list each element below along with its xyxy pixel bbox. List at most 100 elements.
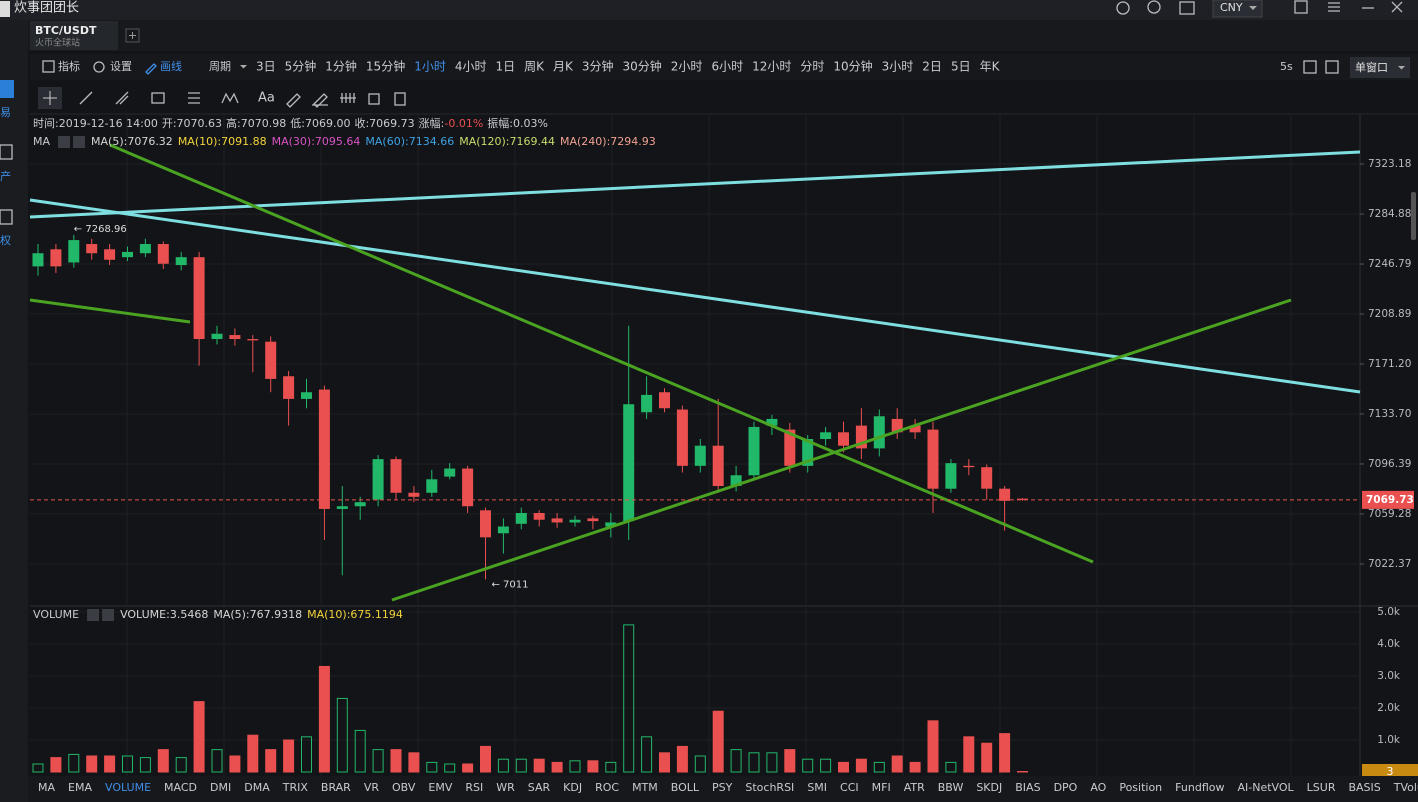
period-option[interactable]: 12小时 <box>752 60 791 74</box>
indicator-tab[interactable]: StochRSI <box>745 781 794 794</box>
period-option[interactable]: 月K <box>553 60 574 74</box>
legend-button[interactable] <box>58 136 71 148</box>
brush-tool[interactable] <box>312 93 328 108</box>
period-option[interactable]: 1分钟 <box>325 59 357 74</box>
period-option[interactable]: 10分钟 <box>833 59 872 74</box>
indicator-tab[interactable]: VOLUME <box>105 781 151 794</box>
period-option[interactable]: 3小时 <box>882 60 914 74</box>
legend-button[interactable] <box>102 609 115 621</box>
indicator-tab[interactable]: MACD <box>164 781 197 794</box>
period-option[interactable]: 1日 <box>495 60 515 74</box>
sidebar-icon[interactable] <box>0 144 13 160</box>
period-option[interactable]: 2日 <box>922 60 942 74</box>
candle-body <box>963 465 975 468</box>
bell-icon[interactable] <box>1116 1 1130 15</box>
indicator-tab[interactable]: WR <box>496 781 515 794</box>
marks <box>32 234 1028 773</box>
period-option[interactable]: 分时 <box>800 60 824 74</box>
indicator-tab[interactable]: SKDJ <box>976 781 1002 794</box>
volume-bar <box>766 752 778 773</box>
indicator-tab[interactable]: TRIX <box>282 781 309 794</box>
period-option[interactable]: 1小时 <box>414 60 446 74</box>
symbol: BTC/USDT <box>35 24 97 37</box>
period-option[interactable]: 年K <box>980 60 1001 74</box>
shirt-icon[interactable] <box>1179 1 1195 15</box>
indicator-tab[interactable]: TVolume <box>1393 781 1418 794</box>
period-option[interactable]: 30分钟 <box>623 59 662 74</box>
draw-button[interactable]: 画线 <box>160 59 182 73</box>
search-icon[interactable] <box>1147 0 1161 14</box>
scrollbar[interactable] <box>1411 192 1416 240</box>
indicator-tab[interactable]: BBW <box>938 781 964 794</box>
indicator-tab[interactable]: BOLL <box>671 781 700 794</box>
settings-button[interactable]: 设置 <box>110 60 132 73</box>
period-option[interactable]: 3日 <box>256 60 276 74</box>
indicator-tab[interactable]: MTM <box>632 781 658 794</box>
wave-tool[interactable] <box>221 92 239 104</box>
refresh-rate[interactable]: 5s <box>1280 60 1293 73</box>
fib-tool[interactable] <box>188 92 200 104</box>
popout-icon[interactable] <box>1325 60 1339 74</box>
indicator-tab[interactable]: DPO <box>1054 781 1078 794</box>
menu-icon[interactable] <box>1328 2 1340 12</box>
delete-tool[interactable] <box>394 92 406 106</box>
period-option[interactable]: 4小时 <box>455 60 487 74</box>
currency-select[interactable] <box>1212 0 1263 18</box>
add-tab[interactable] <box>125 28 140 43</box>
volume-bar <box>641 736 653 773</box>
period-option[interactable]: 5日 <box>951 60 971 74</box>
indicator-tab[interactable]: CCI <box>840 781 859 794</box>
indicator-tab[interactable]: RSI <box>465 781 483 794</box>
indicator-tab[interactable]: MA <box>38 781 55 794</box>
indicator-tab[interactable]: EMA <box>68 781 92 794</box>
indicator-tab[interactable]: DMI <box>210 781 231 794</box>
ruler-tool[interactable] <box>340 93 356 103</box>
indicators-button[interactable]: 指标 <box>58 59 80 73</box>
indicator-tab[interactable]: AI-NetVOL <box>1237 781 1294 794</box>
y-tick-label: 3.0k <box>1377 670 1401 682</box>
indicator-tab[interactable]: VR <box>364 781 380 794</box>
line-tool[interactable] <box>79 91 93 105</box>
period-button[interactable]: 周期 <box>209 60 231 73</box>
indicator-tab[interactable]: LSUR <box>1307 781 1336 794</box>
indicator-tab[interactable]: ROC <box>595 781 619 794</box>
legend-button[interactable] <box>87 609 100 621</box>
text-tool-icon[interactable]: Aa <box>258 91 275 106</box>
indicator-tab[interactable]: DMA <box>244 781 270 794</box>
close-icon[interactable] <box>1391 1 1403 13</box>
indicator-tab[interactable]: PSY <box>712 781 733 794</box>
indicator-tab[interactable]: BASIS <box>1348 781 1380 794</box>
period-option[interactable]: 周K <box>524 60 545 74</box>
info-field: 开:7070.63 <box>162 117 222 130</box>
period-option[interactable]: 3分钟 <box>582 59 614 74</box>
legend-item: MA(30):7095.64 <box>272 135 361 148</box>
indicator-tab[interactable]: SMI <box>807 781 827 794</box>
indicator-tab[interactable]: SAR <box>528 781 551 794</box>
indicator-tab[interactable]: Position <box>1119 781 1162 794</box>
fullscreen-icon[interactable] <box>1303 60 1317 74</box>
period-option[interactable]: 2小时 <box>671 60 703 74</box>
measure-tool[interactable] <box>286 93 301 108</box>
lock-tool[interactable] <box>368 93 380 105</box>
period-option[interactable]: 5分钟 <box>285 59 317 74</box>
channel-tool[interactable] <box>115 91 129 105</box>
indicator-tab[interactable]: Fundflow <box>1175 781 1224 794</box>
indicator-tab[interactable]: OBV <box>392 781 416 794</box>
period-option[interactable]: 6小时 <box>711 60 743 74</box>
indicator-tab[interactable]: AO <box>1090 781 1106 794</box>
period-option[interactable]: 15分钟 <box>366 59 405 74</box>
indicator-tab[interactable]: EMV <box>428 781 452 794</box>
window-select[interactable] <box>1350 57 1410 78</box>
window-icon[interactable] <box>1294 0 1308 14</box>
indicator-tab[interactable]: MFI <box>872 781 891 794</box>
legend-item: MA(60):7134.66 <box>365 135 454 148</box>
symbol-tab[interactable] <box>30 21 118 50</box>
indicator-tab[interactable]: KDJ <box>563 781 582 794</box>
rect-tool[interactable] <box>151 92 165 104</box>
sidebar-icon[interactable] <box>0 209 13 225</box>
indicator-tab[interactable]: ATR <box>904 781 925 794</box>
indicator-tab[interactable]: BIAS <box>1015 781 1040 794</box>
indicator-tab[interactable]: BRAR <box>321 781 351 794</box>
volume-bar <box>354 729 366 773</box>
legend-button[interactable] <box>73 136 86 148</box>
